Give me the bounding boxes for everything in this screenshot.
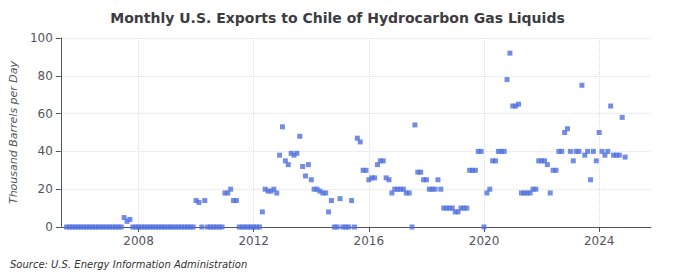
svg-text:Source: U.S. Energy Informatio: Source: U.S. Energy Information Administ… [10,259,247,270]
svg-text:Monthly U.S. Exports to Chile: Monthly U.S. Exports to Chile of Hydroca… [110,10,564,26]
svg-text:60: 60 [38,107,53,121]
svg-text:0: 0 [45,220,53,234]
svg-text:40: 40 [38,144,53,158]
svg-text:2016: 2016 [354,234,385,248]
svg-text:Thousand Barrels per Day: Thousand Barrels per Day [7,60,20,204]
svg-text:2012: 2012 [238,234,269,248]
svg-text:2024: 2024 [584,234,615,248]
svg-text:20: 20 [38,182,53,196]
svg-text:80: 80 [38,69,53,83]
svg-text:2008: 2008 [123,234,154,248]
svg-text:100: 100 [30,31,53,45]
svg-text:2020: 2020 [469,234,500,248]
